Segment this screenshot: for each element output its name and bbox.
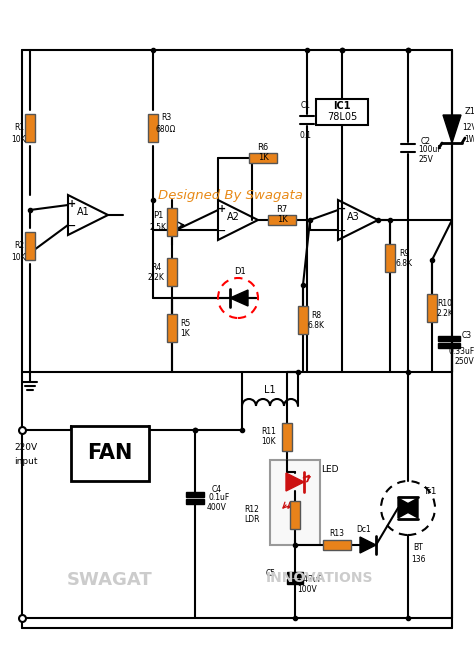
Bar [323, 540, 351, 550]
Bar [282, 423, 292, 451]
Text: −: − [338, 226, 346, 236]
Text: LED: LED [321, 466, 339, 475]
Text: IC1: IC1 [333, 101, 351, 111]
Text: R8: R8 [311, 311, 321, 320]
Text: 0.047uF: 0.047uF [292, 574, 323, 583]
Bar [298, 306, 308, 334]
Bar [25, 232, 35, 260]
Text: 136: 136 [411, 556, 425, 565]
Text: 1K: 1K [258, 152, 268, 162]
Text: 6.8K: 6.8K [395, 258, 412, 267]
Text: C2: C2 [421, 138, 431, 147]
Bar [316, 99, 368, 125]
Text: 100V: 100V [297, 585, 317, 594]
Text: Dc1: Dc1 [356, 525, 371, 534]
Text: C3: C3 [462, 331, 472, 340]
Text: 6.8K: 6.8K [308, 320, 325, 329]
Bar [427, 294, 437, 322]
Text: 400V: 400V [207, 503, 227, 512]
Text: A2: A2 [227, 212, 239, 222]
Text: A3: A3 [346, 212, 359, 222]
Bar [268, 215, 296, 225]
Polygon shape [443, 115, 461, 143]
Polygon shape [230, 290, 248, 306]
Text: 10K: 10K [12, 136, 27, 145]
Text: +: + [218, 204, 226, 214]
Text: −: − [218, 226, 226, 236]
Text: INNOVATIONS: INNOVATIONS [266, 571, 374, 585]
Text: R5: R5 [180, 320, 190, 329]
Text: C5: C5 [266, 570, 276, 579]
Text: 0.1uF: 0.1uF [209, 494, 229, 503]
Bar [148, 114, 158, 142]
Text: R12: R12 [245, 505, 259, 514]
Text: 2.5K: 2.5K [149, 222, 166, 231]
Text: R9: R9 [399, 249, 409, 258]
Text: 10K: 10K [262, 437, 276, 446]
Text: 78L05: 78L05 [327, 112, 357, 122]
Bar [167, 314, 177, 342]
Text: C4: C4 [212, 484, 222, 494]
Text: LDR: LDR [244, 516, 260, 525]
Bar [25, 114, 35, 142]
Text: L1: L1 [264, 385, 276, 395]
Text: +: + [338, 204, 346, 214]
Text: 1K: 1K [277, 214, 287, 224]
Text: 25V: 25V [419, 154, 433, 163]
Text: 220V: 220V [14, 444, 37, 452]
Text: 2.2K: 2.2K [147, 273, 164, 282]
Text: 10K: 10K [12, 253, 27, 262]
Polygon shape [398, 498, 416, 518]
Text: R1: R1 [14, 123, 24, 132]
Bar [287, 572, 303, 577]
Text: 0.1: 0.1 [300, 130, 312, 140]
Text: 250V: 250V [454, 357, 474, 366]
Bar [290, 501, 300, 529]
Bar [438, 343, 460, 348]
Bar [167, 258, 177, 286]
Text: BT: BT [413, 543, 423, 552]
Text: R10: R10 [438, 300, 453, 309]
Bar [167, 208, 177, 236]
Polygon shape [286, 473, 304, 491]
Text: 1K: 1K [180, 329, 190, 337]
Text: input: input [14, 457, 37, 466]
Text: R3: R3 [161, 114, 171, 123]
Text: C1: C1 [301, 101, 311, 110]
Text: R7: R7 [276, 205, 288, 213]
Text: 1W: 1W [464, 136, 474, 145]
Text: FAN: FAN [87, 443, 133, 463]
Bar [385, 244, 395, 272]
Text: R13: R13 [329, 528, 345, 537]
Bar [287, 579, 303, 584]
Text: +: + [68, 199, 76, 209]
Text: R4: R4 [151, 264, 161, 273]
Text: 2.2K: 2.2K [437, 309, 454, 317]
Bar [249, 153, 277, 163]
Bar [438, 336, 460, 341]
Text: −: − [68, 221, 76, 231]
Text: A1: A1 [77, 207, 90, 217]
Text: 12V: 12V [463, 123, 474, 132]
Bar [186, 499, 204, 504]
Bar [186, 492, 204, 497]
Text: SWAGAT: SWAGAT [67, 571, 153, 589]
Bar [71, 426, 149, 481]
Text: Z1: Z1 [465, 107, 474, 116]
Polygon shape [360, 537, 376, 553]
Text: Tr1: Tr1 [423, 488, 437, 497]
Text: R6: R6 [257, 143, 269, 152]
Text: R2: R2 [14, 242, 24, 251]
Text: 680Ω: 680Ω [156, 125, 176, 134]
Text: R11: R11 [262, 426, 276, 435]
Text: 0.33uF: 0.33uF [449, 346, 474, 355]
Text: D1: D1 [234, 267, 246, 276]
Text: P1: P1 [153, 211, 163, 220]
Text: 100uF: 100uF [418, 145, 442, 154]
Text: Designed By Swagata: Designed By Swagata [157, 189, 302, 202]
Bar [270, 460, 320, 545]
Polygon shape [400, 498, 418, 518]
